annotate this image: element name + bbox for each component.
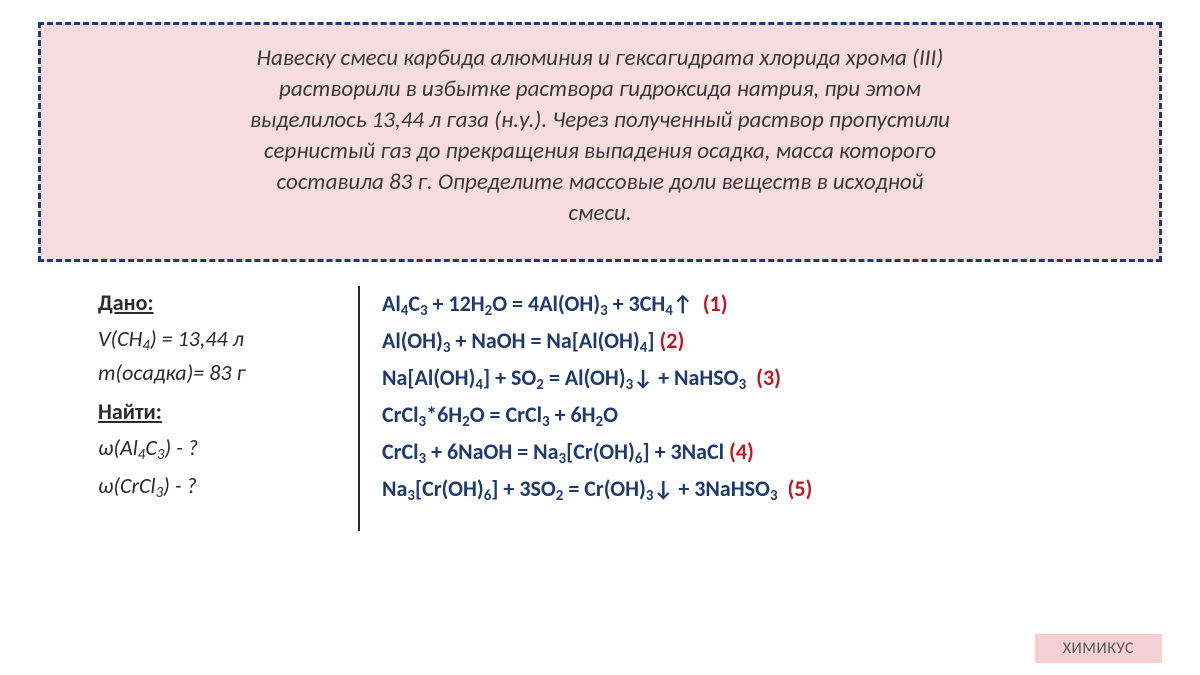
equation-4: CrCl3 + 6NaOH = Na3[Cr(OH)6] + 3NaCl (4) [382,434,1162,471]
given-v-ch4: V(CH4) = 13,44 л [98,325,244,352]
label-naiti: Найти: [98,395,340,429]
equations-column: Al4C3 + 12H2O = 4Al(OH)3 + 3CH4↑ (1) Al(… [382,286,1162,531]
problem-line: составила 83 г. Определите массовые доли… [276,168,923,196]
equation-extra: CrCl3*6H2O = CrCl3 + 6H2O [382,397,1162,434]
problem-statement: Навеску смеси карбида алюминия и гексаги… [38,22,1162,262]
equation-1: Al4C3 + 12H2O = 4Al(OH)3 + 3CH4↑ (1) [382,286,1162,323]
eq-num: (2) [659,327,684,354]
problem-line: сернистый газ до прекращения выпадения о… [264,137,936,165]
given-m-osadka: m(осадка)= 83 г [98,359,246,386]
eq-num: (4) [729,438,754,465]
equation-5: Na3[Cr(OH)6] + 3SO2 = Cr(OH)3↓ + 3NaHSO3… [382,471,1162,508]
problem-line: смеси. [568,199,631,227]
problem-line: Навеску смеси карбида алюминия и гексаги… [257,44,944,72]
eq-num: (5) [787,475,812,502]
problem-line: растворили в избытке раствора гидроксида… [279,75,921,103]
find-w-crcl3: ω(CrCl3) - ? [98,472,197,499]
problem-line: выделилось 13,44 л газа (н.у.). Через по… [250,106,950,134]
find-w-al4c3: ω(Al4C3) - ? [98,434,198,461]
equation-3: Na[Al(OH)4] + SO2 = Al(OH)3↓ + NaHSO3 (3… [382,360,1162,397]
solution-block: Дано: V(CH4) = 13,44 л m(осадка)= 83 г Н… [38,286,1162,531]
given-column: Дано: V(CH4) = 13,44 л m(осадка)= 83 г Н… [98,286,358,531]
equation-2: Al(OH)3 + NaOH = Na[Al(OH)4] (2) [382,323,1162,360]
vertical-divider [358,286,360,531]
author-badge: ХИМИКУС [1035,634,1162,663]
eq-num: (1) [703,290,728,317]
eq-num: (3) [756,364,781,391]
label-dano: Дано: [98,286,340,320]
